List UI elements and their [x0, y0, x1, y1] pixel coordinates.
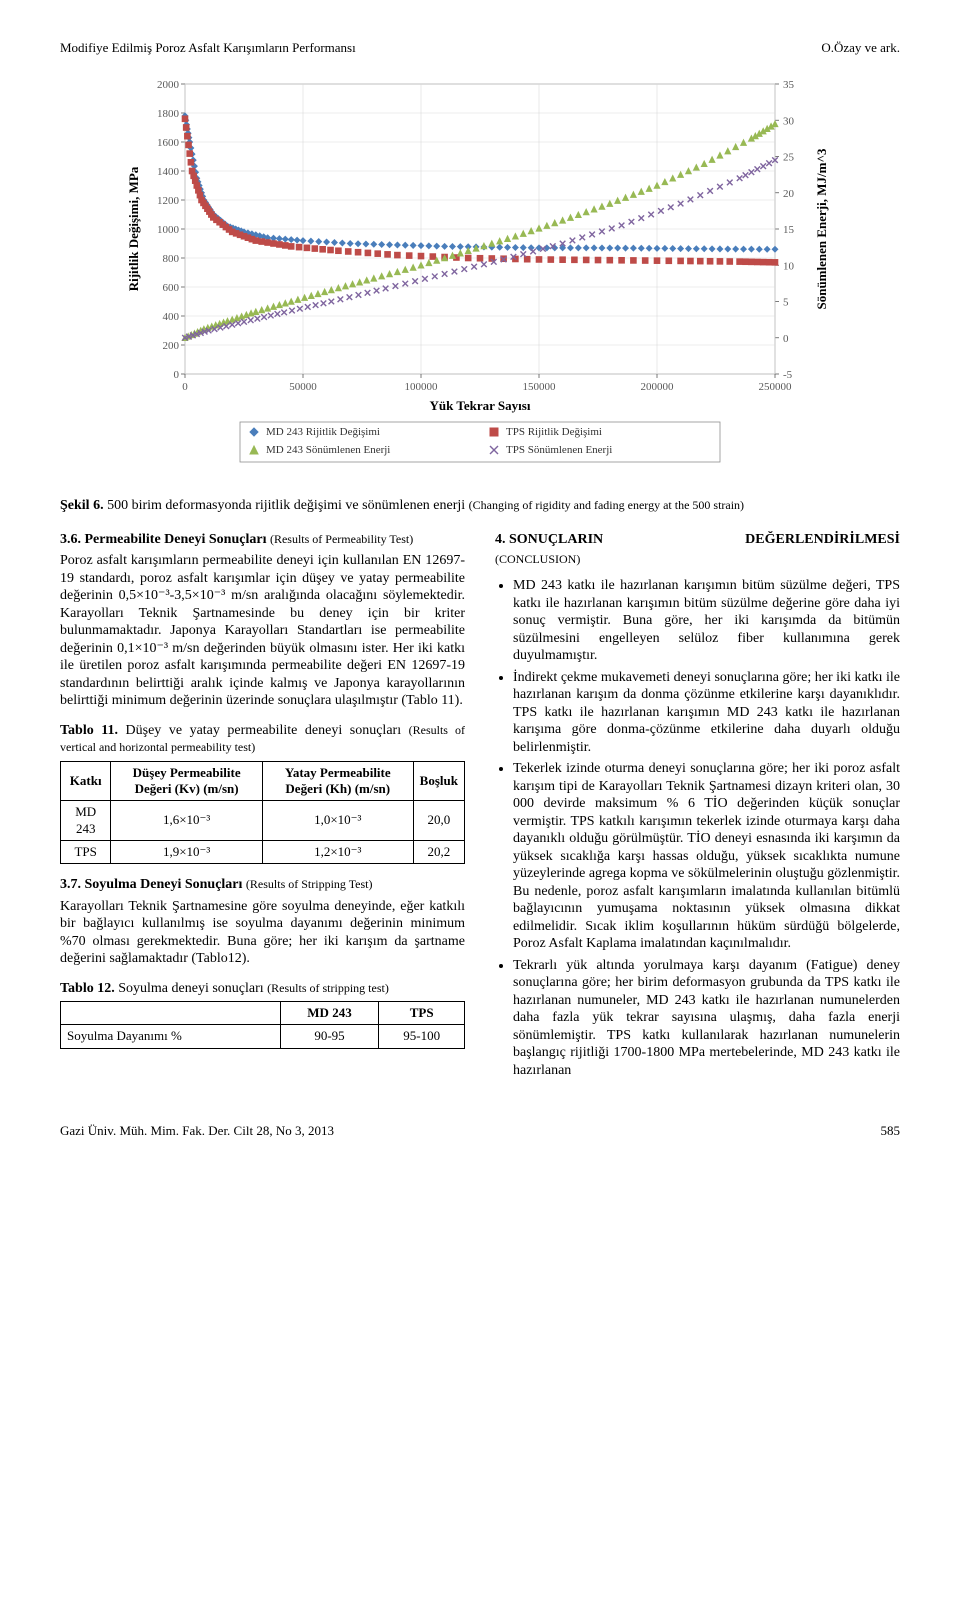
- table-cell: Soyulma Dayanımı %: [61, 1025, 281, 1048]
- svg-text:1400: 1400: [157, 166, 180, 178]
- svg-text:150000: 150000: [523, 381, 557, 393]
- chart-svg: 0200400600800100012001400160018002000-50…: [120, 74, 840, 479]
- figure-caption-text: 500 birim deformasyonda rijitlik değişim…: [104, 498, 469, 513]
- table-11-header-cell: Katkı: [61, 761, 111, 801]
- two-column-body: 3.6. Permeabilite Deneyi Sonuçları (Resu…: [60, 531, 900, 1084]
- svg-text:25: 25: [783, 152, 795, 164]
- left-column: 3.6. Permeabilite Deneyi Sonuçları (Resu…: [60, 531, 465, 1084]
- figure-6-caption: Şekil 6. 500 birim deformasyonda rijitli…: [60, 497, 900, 515]
- t11-cap-bold: Tablo 11.: [60, 723, 118, 738]
- t11-cap-rest: Düşey ve yatay permeabilite deneyi sonuç…: [118, 723, 409, 738]
- svg-text:-5: -5: [783, 369, 793, 381]
- svg-text:800: 800: [163, 253, 180, 265]
- table-12-header-cell: MD 243: [280, 1002, 379, 1025]
- sec37-head-paren: (Results of Stripping Test): [246, 877, 373, 891]
- section-3-6-head: 3.6. Permeabilite Deneyi Sonuçları (Resu…: [60, 531, 465, 549]
- svg-text:0: 0: [174, 369, 180, 381]
- table-cell: TPS: [61, 840, 111, 863]
- table-cell: 20,2: [413, 840, 464, 863]
- table-cell: 1,0×10⁻³: [262, 801, 413, 841]
- svg-text:TPS Sönümlenen Enerji: TPS Sönümlenen Enerji: [506, 444, 612, 456]
- svg-text:200: 200: [163, 340, 180, 352]
- list-item: Tekerlek izinde oturma deneyi sonuçların…: [513, 760, 900, 953]
- svg-text:1600: 1600: [157, 137, 180, 149]
- table-12: MD 243TPS Soyulma Dayanımı %90-9595-100: [60, 1001, 465, 1049]
- table-cell: 1,2×10⁻³: [262, 840, 413, 863]
- list-item: MD 243 katkı ile hazırlanan karışımın bi…: [513, 577, 900, 665]
- svg-text:10: 10: [783, 261, 795, 273]
- sec37-head-text: 3.7. Soyulma Deneyi Sonuçları: [60, 877, 246, 892]
- figure-caption-prefix: Şekil 6.: [60, 498, 104, 513]
- svg-text:2000: 2000: [157, 79, 180, 91]
- svg-text:35: 35: [783, 79, 795, 91]
- page-footer: Gazi Üniv. Müh. Mim. Fak. Der. Cilt 28, …: [60, 1123, 900, 1139]
- sec36-paragraph: Poroz asfalt karışımların permeabilite d…: [60, 552, 465, 710]
- section-3-7-head: 3.7. Soyulma Deneyi Sonuçları (Results o…: [60, 876, 465, 894]
- svg-text:5: 5: [783, 297, 789, 309]
- table-12-header-cell: TPS: [379, 1002, 465, 1025]
- table-12-caption: Tablo 12. Soyulma deneyi sonuçları (Resu…: [60, 980, 465, 998]
- svg-text:1000: 1000: [157, 224, 180, 236]
- sec36-head-paren: (Results of Permeability Test): [270, 532, 413, 546]
- table-row: Soyulma Dayanımı %90-9595-100: [61, 1025, 465, 1048]
- svg-text:200000: 200000: [641, 381, 675, 393]
- svg-text:250000: 250000: [759, 381, 793, 393]
- table-12-header-cell: [61, 1002, 281, 1025]
- svg-text:50000: 50000: [289, 381, 317, 393]
- sec36-head-text: 3.6. Permeabilite Deneyi Sonuçları: [60, 532, 270, 547]
- sec4-paren: (CONCLUSION): [495, 552, 900, 567]
- table-cell: 95-100: [379, 1025, 465, 1048]
- table-row: TPS1,9×10⁻³1,2×10⁻³20,2: [61, 840, 465, 863]
- svg-text:100000: 100000: [405, 381, 439, 393]
- svg-text:Sönümlenen Enerji, MJ/m^3: Sönümlenen Enerji, MJ/m^3: [814, 148, 829, 310]
- header-left: Modifiye Edilmiş Poroz Asfalt Karışımlar…: [60, 40, 356, 56]
- svg-text:Yük Tekrar Sayısı: Yük Tekrar Sayısı: [430, 398, 531, 413]
- page-header: Modifiye Edilmiş Poroz Asfalt Karışımlar…: [60, 40, 900, 56]
- svg-text:0: 0: [783, 333, 789, 345]
- sec4-head-right: DEĞERLENDİRİLMESİ: [745, 531, 900, 549]
- table-11-header-cell: Yatay Permeabilite Değeri (Kh) (m/sn): [262, 761, 413, 801]
- list-item: Tekrarlı yük altında yorulmaya karşı day…: [513, 957, 900, 1080]
- t12-cap-rest: Soyulma deneyi sonuçları: [115, 981, 267, 996]
- figure-6-chart: 0200400600800100012001400160018002000-50…: [120, 74, 840, 479]
- table-row: MD 2431,6×10⁻³1,0×10⁻³20,0: [61, 801, 465, 841]
- table-cell: MD 243: [61, 801, 111, 841]
- svg-text:1200: 1200: [157, 195, 180, 207]
- svg-text:400: 400: [163, 311, 180, 323]
- right-column: 4. SONUÇLARIN DEĞERLENDİRİLMESİ (CONCLUS…: [495, 531, 900, 1084]
- svg-text:1800: 1800: [157, 108, 180, 120]
- table-11-caption: Tablo 11. Düşey ve yatay permeabilite de…: [60, 722, 465, 757]
- table-cell: 20,0: [413, 801, 464, 841]
- svg-text:TPS Rijitlik Değişimi: TPS Rijitlik Değişimi: [506, 426, 602, 438]
- section-4-head: 4. SONUÇLARIN DEĞERLENDİRİLMESİ: [495, 531, 900, 549]
- footer-right: 585: [881, 1123, 901, 1139]
- svg-text:0: 0: [182, 381, 188, 393]
- svg-text:30: 30: [783, 116, 795, 128]
- svg-text:600: 600: [163, 282, 180, 294]
- table-cell: 1,6×10⁻³: [111, 801, 262, 841]
- svg-text:20: 20: [783, 188, 795, 200]
- header-right: O.Özay ve ark.: [821, 40, 900, 56]
- sec37-paragraph: Karayolları Teknik Şartnamesine göre soy…: [60, 898, 465, 968]
- svg-text:15: 15: [783, 224, 795, 236]
- t12-cap-paren: (Results of stripping test): [267, 981, 389, 995]
- list-item: İndirekt çekme mukavemeti deneyi sonuçla…: [513, 669, 900, 757]
- table-11-header-cell: Boşluk: [413, 761, 464, 801]
- conclusion-bullets: MD 243 katkı ile hazırlanan karışımın bi…: [495, 577, 900, 1079]
- figure-caption-paren: (Changing of rigidity and fading energy …: [469, 498, 744, 512]
- svg-text:MD 243 Rijitlik Değişimi: MD 243 Rijitlik Değişimi: [266, 426, 380, 438]
- svg-text:Rijitlik Değişimi, MPa: Rijitlik Değişimi, MPa: [126, 166, 141, 291]
- sec4-head-left: 4. SONUÇLARIN: [495, 531, 603, 549]
- footer-left: Gazi Üniv. Müh. Mim. Fak. Der. Cilt 28, …: [60, 1123, 334, 1139]
- table-11-header-cell: Düşey Permeabilite Değeri (Kv) (m/sn): [111, 761, 262, 801]
- table-cell: 1,9×10⁻³: [111, 840, 262, 863]
- svg-text:MD 243 Sönümlenen Enerji: MD 243 Sönümlenen Enerji: [266, 444, 390, 456]
- table-cell: 90-95: [280, 1025, 379, 1048]
- table-11: KatkıDüşey Permeabilite Değeri (Kv) (m/s…: [60, 761, 465, 864]
- t12-cap-bold: Tablo 12.: [60, 981, 115, 996]
